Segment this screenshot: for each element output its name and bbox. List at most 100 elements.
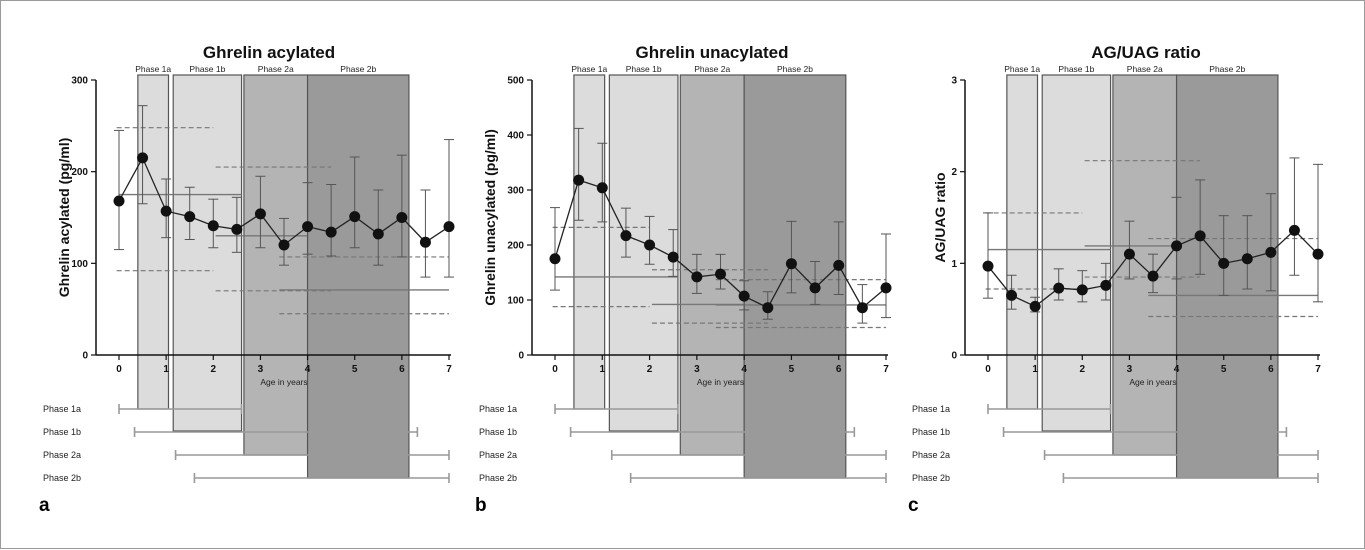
data-point — [443, 221, 455, 233]
phase-box — [1041, 74, 1112, 432]
x-tick-label: 7 — [1315, 364, 1321, 375]
data-point — [1171, 240, 1183, 252]
phase-row-label: Phase 1b — [479, 427, 517, 437]
x-tick-label: 3 — [694, 364, 700, 375]
x-tick-label: 5 — [789, 364, 795, 375]
data-point — [1076, 284, 1088, 296]
phase-label: Phase 1b — [189, 64, 225, 74]
phase-box — [573, 74, 606, 410]
x-axis-label: Age in years — [697, 377, 744, 387]
x-tick-label: 4 — [1174, 364, 1180, 375]
data-point — [1006, 289, 1018, 301]
phase-box — [243, 74, 309, 456]
data-point — [1123, 248, 1135, 260]
phase-label: Phase 2b — [777, 64, 813, 74]
data-point — [325, 226, 337, 238]
phase-box — [679, 74, 745, 456]
y-axis-label: Ghrelin unacylated (pg/ml) — [482, 129, 498, 306]
data-point — [573, 174, 585, 186]
x-tick-label: 6 — [399, 364, 405, 375]
x-tick-label: 1 — [600, 364, 606, 375]
x-tick-label: 5 — [1221, 364, 1227, 375]
data-point — [419, 236, 431, 248]
phase-label: Phase 2a — [1127, 64, 1163, 74]
data-point — [715, 268, 726, 280]
data-point — [1288, 224, 1300, 236]
chart-panel-b: Phase 1a Phase 1b Phase 2a Phase 2b 0 100 200 3… — [475, 43, 892, 516]
x-tick-label: 5 — [352, 364, 358, 375]
y-tick-label: 2 — [951, 167, 957, 178]
phase-row-label: Phase 2b — [912, 473, 950, 483]
y-tick-label: 400 — [507, 131, 524, 142]
panel-letter: a — [39, 495, 50, 516]
phase-label: Phase 1a — [571, 64, 607, 74]
phase-row-label: Phase 2a — [479, 450, 517, 460]
chart-title: Ghrelin acylated — [203, 43, 335, 62]
y-tick-label: 0 — [518, 351, 524, 362]
phase-label: Phase 2a — [258, 64, 294, 74]
y-tick-label: 3 — [951, 76, 957, 87]
phase-row-label: Phase 2a — [912, 450, 950, 460]
panel-letter: b — [475, 495, 487, 516]
x-tick-label: 1 — [1032, 364, 1038, 375]
data-point — [1312, 248, 1324, 260]
x-tick-label: 3 — [1127, 364, 1133, 375]
y-tick-label: 0 — [82, 351, 88, 362]
chart-panel-c: Phase 1a Phase 1b Phase 2a Phase 2b 0 1 2 3 0 1 2 3… — [908, 43, 1324, 516]
data-point — [1100, 279, 1112, 291]
data-point — [691, 271, 703, 283]
data-point — [231, 223, 243, 235]
data-point — [620, 230, 632, 242]
phase-row-label: Phase 2b — [43, 473, 81, 483]
data-point — [596, 182, 608, 194]
y-tick-label: 0 — [951, 351, 957, 362]
y-tick-label: 1 — [951, 259, 957, 270]
data-point — [856, 302, 868, 314]
x-axis-label: Age in years — [260, 377, 307, 387]
phase-box — [743, 74, 847, 479]
data-point — [1053, 282, 1065, 294]
phase-box — [1006, 74, 1039, 410]
data-point — [160, 205, 172, 217]
phase-label: Phase 2a — [694, 64, 730, 74]
data-point — [880, 282, 892, 294]
x-axis-label: Age in years — [1129, 377, 1176, 387]
data-point — [667, 251, 679, 263]
phase-row-label: Phase 2b — [479, 473, 517, 483]
chart-panel-a: Phase 1a Phase 1b Phase 2a Phase 2b 0 100 200 3… — [39, 43, 455, 516]
data-point — [1194, 230, 1206, 242]
data-point — [302, 221, 314, 233]
data-point — [549, 253, 561, 265]
phase-row-label: Phase 1b — [912, 427, 950, 437]
data-point — [278, 239, 290, 251]
phase-label: Phase 2b — [340, 64, 376, 74]
y-tick-label: 300 — [71, 76, 88, 87]
data-point — [349, 211, 361, 223]
phase-row-label: Phase 1b — [43, 427, 81, 437]
phase-box — [172, 74, 243, 432]
x-tick-label: 1 — [163, 364, 169, 375]
y-tick-label: 300 — [507, 186, 524, 197]
data-point — [113, 195, 125, 207]
data-point — [644, 239, 656, 251]
y-tick-label: 200 — [507, 241, 524, 252]
x-tick-label: 2 — [1080, 364, 1086, 375]
data-point — [1147, 270, 1159, 282]
phase-label: Phase 1a — [135, 64, 171, 74]
data-point — [254, 208, 266, 220]
phase-box — [306, 74, 410, 479]
x-tick-label: 0 — [985, 364, 991, 375]
data-point — [762, 302, 774, 314]
x-tick-label: 7 — [883, 364, 889, 375]
phase-label: Phase 1b — [626, 64, 662, 74]
data-point — [137, 152, 149, 164]
phase-row-label: Phase 2a — [43, 450, 81, 460]
y-tick-label: 500 — [507, 76, 524, 87]
x-tick-label: 4 — [305, 364, 311, 375]
data-point — [1241, 253, 1253, 265]
phase-row-label: Phase 1a — [479, 404, 517, 414]
x-tick-label: 6 — [836, 364, 842, 375]
data-point — [1218, 257, 1230, 269]
data-point — [738, 290, 750, 302]
